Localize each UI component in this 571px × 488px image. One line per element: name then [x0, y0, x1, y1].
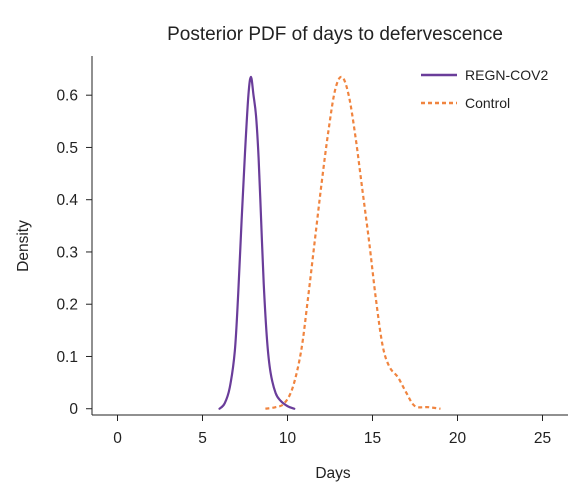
- y-tick-label: 0.5: [56, 140, 78, 157]
- y-tick-label: 0.2: [56, 297, 78, 314]
- x-axis-label: Days: [315, 465, 351, 482]
- y-axis-label: Density: [15, 220, 32, 272]
- x-tick-label: 10: [279, 430, 297, 447]
- x-tick-label: 25: [534, 430, 551, 447]
- legend-label: Control: [465, 95, 510, 111]
- legend-label: REGN-COV2: [465, 67, 548, 83]
- series-line-regn-cov2: [218, 75, 296, 410]
- series-line-control: [265, 75, 441, 410]
- y-tick-label: 0.3: [56, 244, 78, 261]
- legend: REGN-COV2 Control: [421, 67, 548, 111]
- y-tick-label: 0: [69, 401, 78, 418]
- y-tick-label: 0.4: [56, 192, 78, 209]
- y-tick-label: 0.6: [56, 88, 78, 105]
- plot-area: 0 5 10 15 20 25 0 0.1 0.2 0.3 0.4 0.5 0.6: [56, 56, 568, 447]
- y-tick-label: 0.1: [56, 349, 78, 366]
- x-tick-label: 5: [198, 430, 207, 447]
- x-tick-label: 20: [449, 430, 467, 447]
- chart-title: Posterior PDF of days to defervescence: [167, 24, 503, 45]
- x-tick-label: 0: [113, 430, 122, 447]
- x-tick-label: 15: [364, 430, 381, 447]
